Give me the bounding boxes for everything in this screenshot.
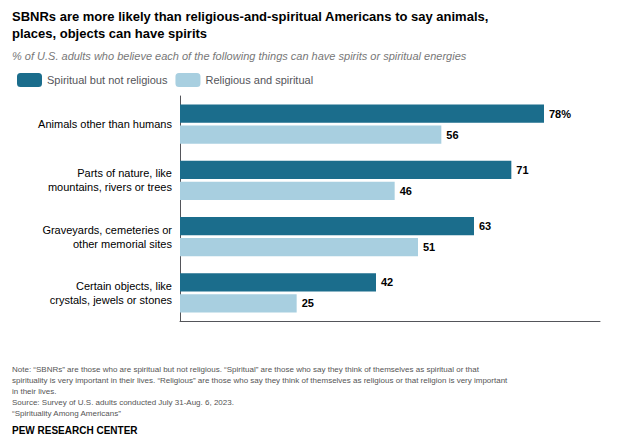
svg-text:63: 63 <box>479 220 491 232</box>
svg-text:78%: 78% <box>549 108 571 120</box>
svg-text:56: 56 <box>446 129 458 141</box>
svg-text:in their lives.: in their lives. <box>12 387 56 396</box>
svg-text:Note: “SBNRs” are those who ar: Note: “SBNRs” are those who are spiritua… <box>12 365 480 374</box>
svg-text:46: 46 <box>400 185 412 197</box>
svg-text:Animals other than humans: Animals other than humans <box>38 118 172 130</box>
svg-text:places, objects can have spiri: places, objects can have spirits <box>12 26 207 41</box>
svg-text:25: 25 <box>302 297 314 309</box>
svg-text:spirituality is very important: spirituality is very important in their … <box>12 376 508 385</box>
svg-text:PEW RESEARCH CENTER: PEW RESEARCH CENTER <box>12 425 138 436</box>
svg-text:crystals, jewels or stones: crystals, jewels or stones <box>50 294 173 306</box>
svg-text:Parts of nature, like: Parts of nature, like <box>77 167 172 179</box>
svg-text:“Spirituality Among Americans”: “Spirituality Among Americans” <box>12 409 121 418</box>
svg-text:other memorial sites: other memorial sites <box>73 238 173 250</box>
svg-text:Graveyards, cemeteries or: Graveyards, cemeteries or <box>42 224 172 236</box>
svg-text:Spiritual but not religious: Spiritual but not religious <box>47 74 168 86</box>
svg-text:Certain objects, like: Certain objects, like <box>76 280 172 292</box>
svg-text:71: 71 <box>516 164 528 176</box>
svg-text:SBNRs are more likely than rel: SBNRs are more likely than religious-and… <box>12 9 488 24</box>
svg-text:mountains, rivers or trees: mountains, rivers or trees <box>48 181 173 193</box>
svg-text:42: 42 <box>381 276 393 288</box>
svg-text:51: 51 <box>423 241 435 253</box>
svg-text:Religious and spiritual: Religious and spiritual <box>205 74 313 86</box>
svg-text:Source: Survey of U.S. adults: Source: Survey of U.S. adults conducted … <box>12 398 234 407</box>
svg-text:% of U.S. adults who believe e: % of U.S. adults who believe each of the… <box>12 50 467 62</box>
